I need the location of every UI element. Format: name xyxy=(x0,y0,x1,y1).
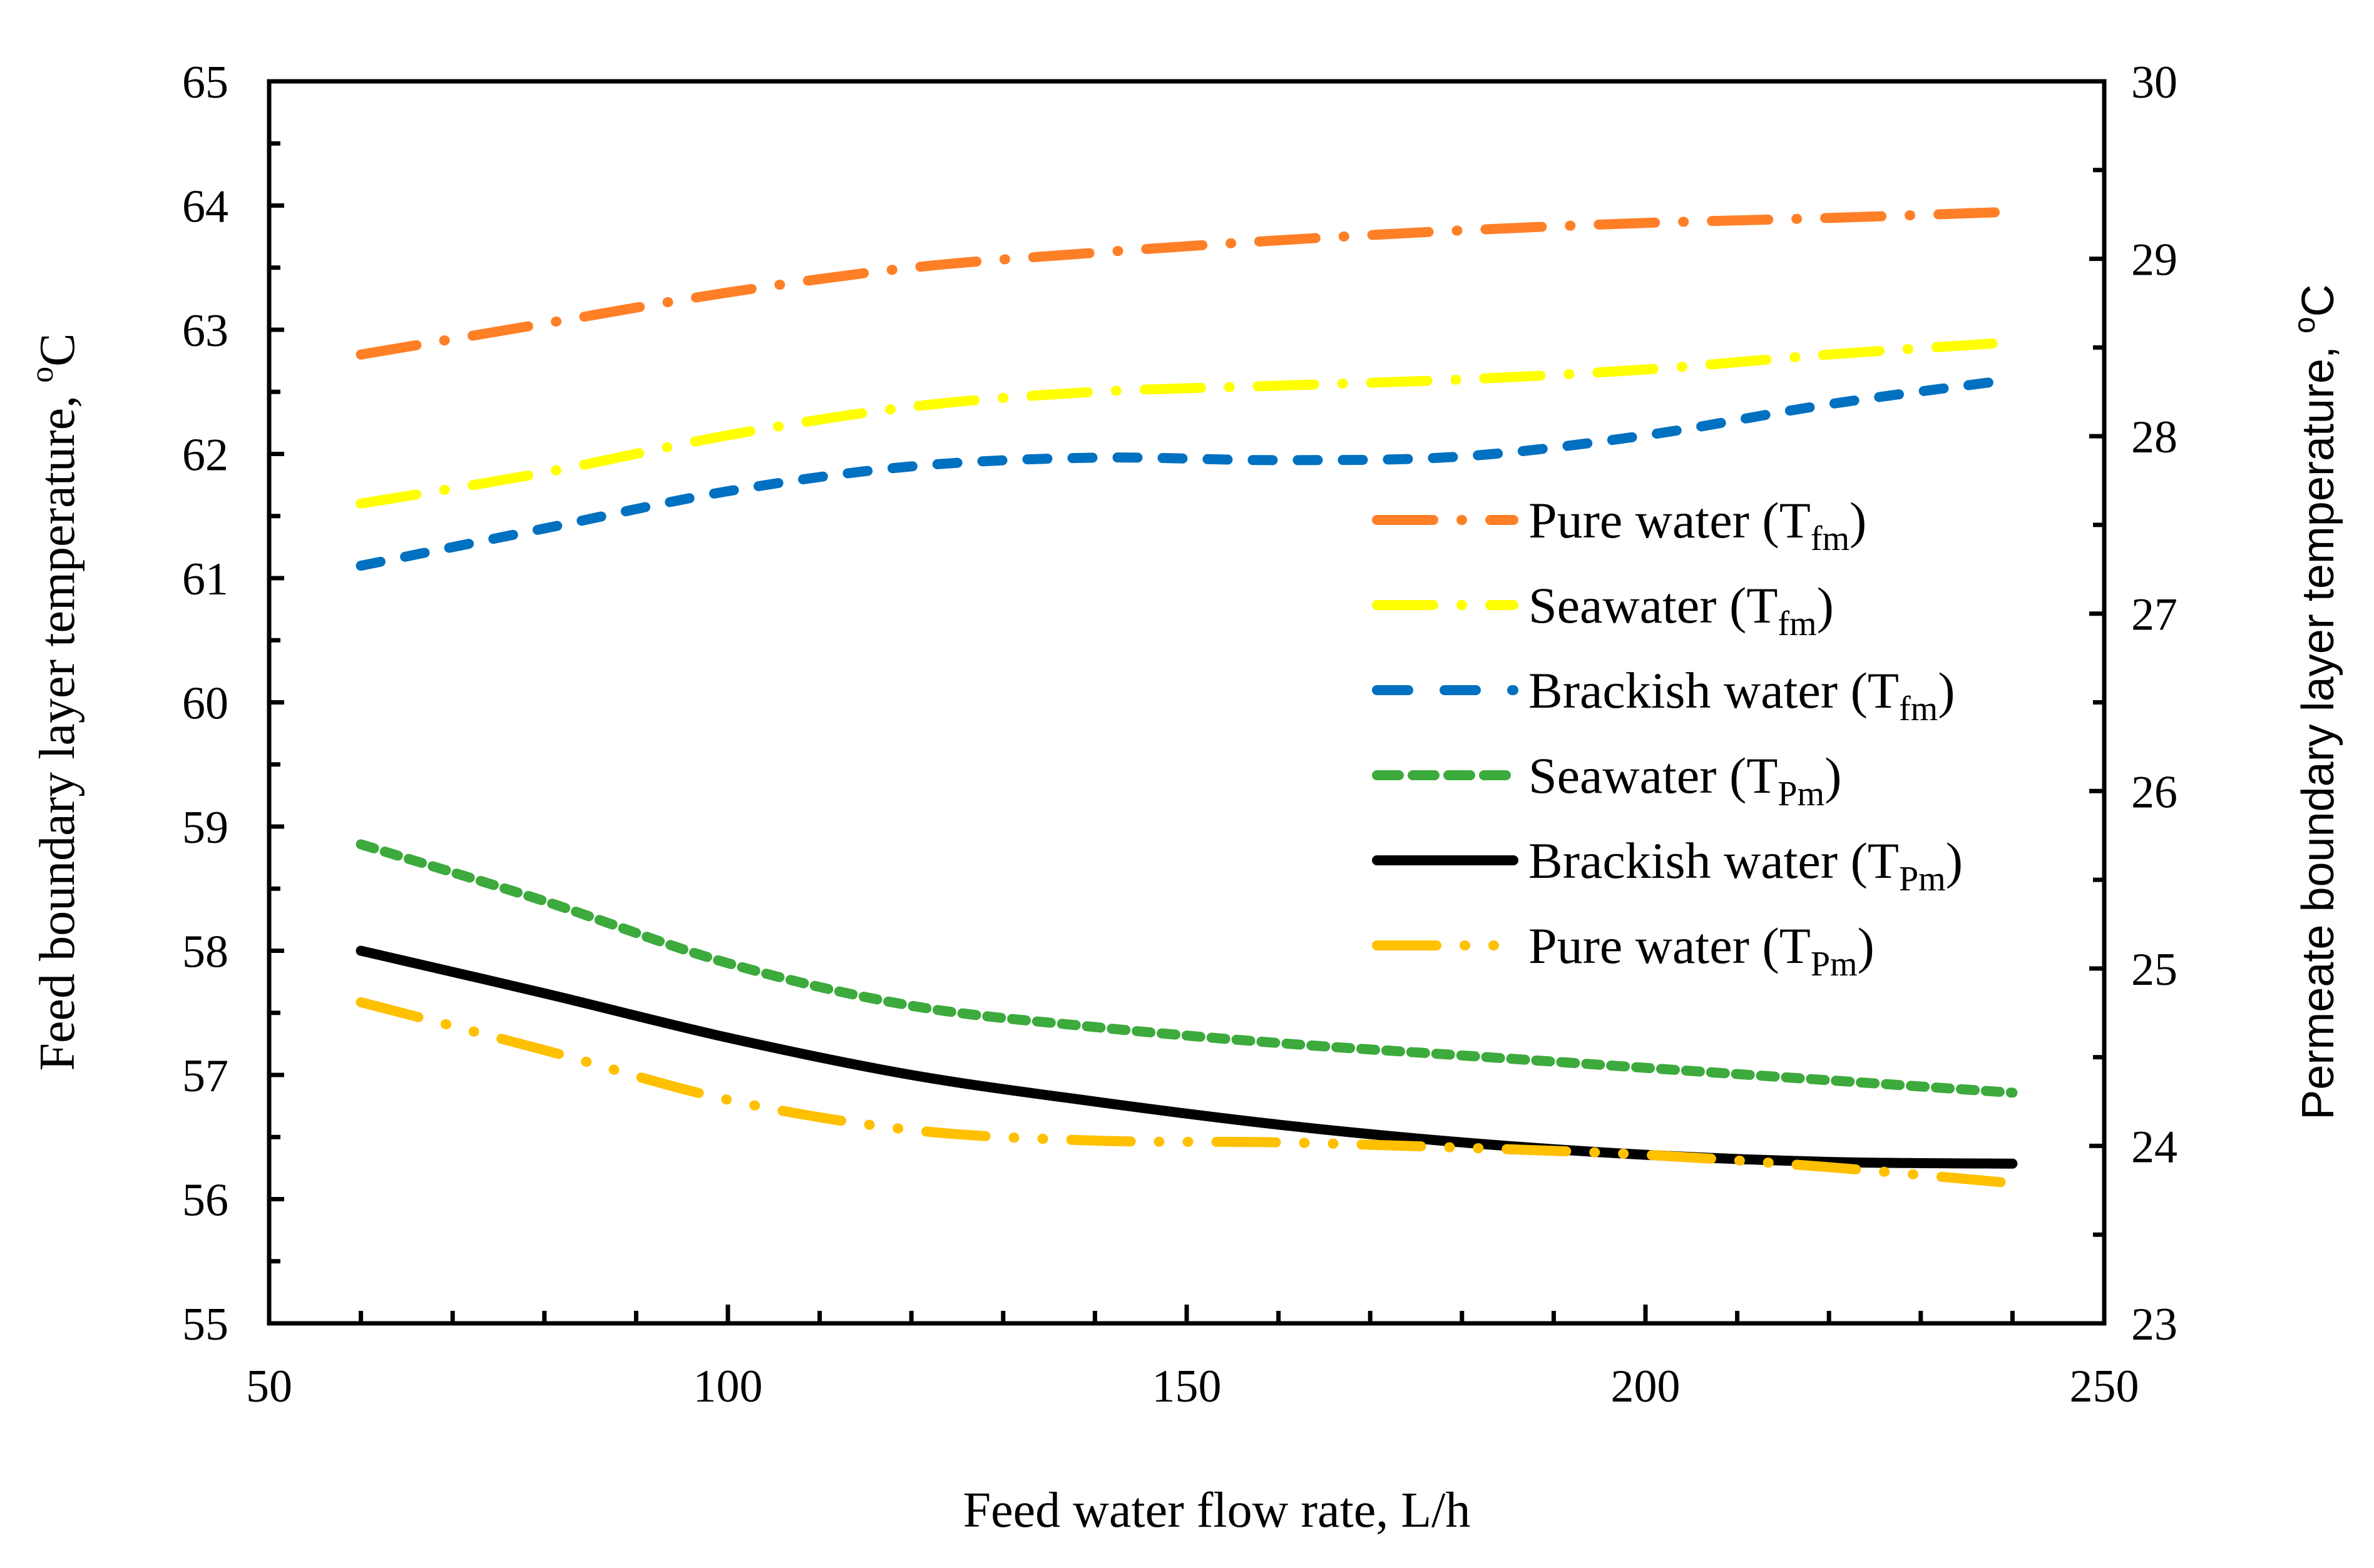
legend-close: ) xyxy=(1946,832,1963,889)
legend-close: ) xyxy=(1938,662,1955,719)
y-axis-label-sup: o xyxy=(24,367,60,383)
legend-name: Seawater ( xyxy=(1528,747,1746,804)
x-tick-label: 100 xyxy=(693,1361,763,1412)
legend-symbol: T xyxy=(1779,492,1811,549)
series-line-brackish-water-fm xyxy=(356,374,2018,571)
y2-tick-label: 24 xyxy=(2131,1121,2177,1173)
y-axis-label: Feed boundary layer temperature, oC xyxy=(24,333,85,1071)
legend-close: ) xyxy=(1817,577,1834,634)
series-line-brackish-water-pm xyxy=(356,945,2018,1169)
legend-item: Pure water (Tfm) xyxy=(1372,492,1866,558)
series-line-pure-water-pm xyxy=(356,997,2018,1188)
y-tick-label: 59 xyxy=(182,802,228,853)
legend-label: Pure water (TPm) xyxy=(1528,917,1875,984)
x-tick-label: 150 xyxy=(1152,1361,1222,1412)
legend-close: ) xyxy=(1824,747,1841,804)
y2-tick-label: 25 xyxy=(2131,944,2177,995)
y-tick-label: 60 xyxy=(182,678,228,730)
legend-symbol: T xyxy=(1868,832,1899,889)
y-tick-label: 65 xyxy=(182,57,228,108)
legend-close: ) xyxy=(1850,492,1866,549)
series-line-seawater-pm xyxy=(356,839,2018,1098)
x-axis-label: Feed water flow rate, L/h xyxy=(963,1483,1471,1538)
legend-label: Brackish water (TPm) xyxy=(1528,832,1963,899)
y2-tick-label: 29 xyxy=(2131,235,2177,286)
y-tick-label: 57 xyxy=(182,1051,228,1102)
axis-ticks: 50 100 150 200 250 55 56 57 58 59 60 61 62 63 64 65 23 24… xyxy=(182,57,2177,1412)
series-line-pure-water-fm xyxy=(356,206,2018,360)
legend-close: ) xyxy=(1858,917,1875,974)
legend-label: Pure water (Tfm) xyxy=(1528,492,1866,558)
y-tick-label: 62 xyxy=(182,430,228,481)
legend-item: Pure water (TPm) xyxy=(1372,917,1875,984)
legend-subscript: fm xyxy=(1811,519,1850,558)
legend-label: Seawater (Tfm) xyxy=(1528,577,1834,643)
legend-symbol: T xyxy=(1746,747,1778,804)
y2-axis-label-sup: o xyxy=(2288,317,2321,333)
x-tick-label: 200 xyxy=(1611,1361,1681,1412)
y-tick-label: 64 xyxy=(182,181,228,233)
legend-subscript: Pm xyxy=(1778,775,1824,813)
y2-tick-label: 30 xyxy=(2131,57,2177,108)
legend-symbol: T xyxy=(1779,917,1811,974)
legend-label: Brackish water (Tfm) xyxy=(1528,662,1955,728)
legend-name: Brackish water ( xyxy=(1528,832,1868,889)
legend-symbol: T xyxy=(1868,662,1899,719)
legend-item: Seawater (Tfm) xyxy=(1372,577,1834,643)
x-tick-label: 50 xyxy=(246,1361,292,1412)
x-tick-label: 250 xyxy=(2070,1361,2139,1412)
y2-tick-label: 27 xyxy=(2131,589,2177,641)
legend-name: Brackish water ( xyxy=(1528,662,1868,719)
y-tick-label: 63 xyxy=(182,305,228,357)
legend-subscript: Pm xyxy=(1899,860,1946,899)
legend: Pure water (Tfm)Seawater (Tfm)Brackish w… xyxy=(1372,492,1963,984)
legend-name: Pure water ( xyxy=(1528,917,1779,974)
y2-axis-label-text: Permeate boundary layer temperature, xyxy=(2293,333,2343,1120)
legend-label: Seawater (TPm) xyxy=(1528,747,1841,813)
series-line-seawater-fm xyxy=(356,337,2018,509)
y-axis-label-unit: C xyxy=(30,333,85,367)
legend-item: Brackish water (Tfm) xyxy=(1372,662,1955,728)
y2-axis-label-unit: C xyxy=(2293,284,2343,317)
y2-tick-label: 28 xyxy=(2131,412,2177,463)
legend-subscript: fm xyxy=(1778,604,1816,643)
legend-subscript: fm xyxy=(1899,690,1938,728)
y2-tick-label: 26 xyxy=(2131,766,2177,818)
y-axis-label-text: Feed boundary layer temperature, xyxy=(30,383,85,1071)
y-tick-label: 55 xyxy=(182,1299,228,1350)
legend-name: Seawater ( xyxy=(1528,577,1746,634)
legend-subscript: Pm xyxy=(1811,945,1858,984)
y-tick-label: 61 xyxy=(182,554,228,605)
y2-axis-label: Permeate boundary layer temperature, oC xyxy=(2288,284,2343,1119)
legend-item: Brackish water (TPm) xyxy=(1372,832,1963,899)
y-tick-label: 58 xyxy=(182,927,228,978)
y2-tick-label: 23 xyxy=(2131,1299,2177,1350)
y-tick-label: 56 xyxy=(182,1175,228,1226)
legend-name: Pure water ( xyxy=(1528,492,1779,549)
chart-marks xyxy=(356,206,2018,1188)
legend-symbol: T xyxy=(1746,577,1778,634)
legend-item: Seawater (TPm) xyxy=(1372,747,1841,813)
